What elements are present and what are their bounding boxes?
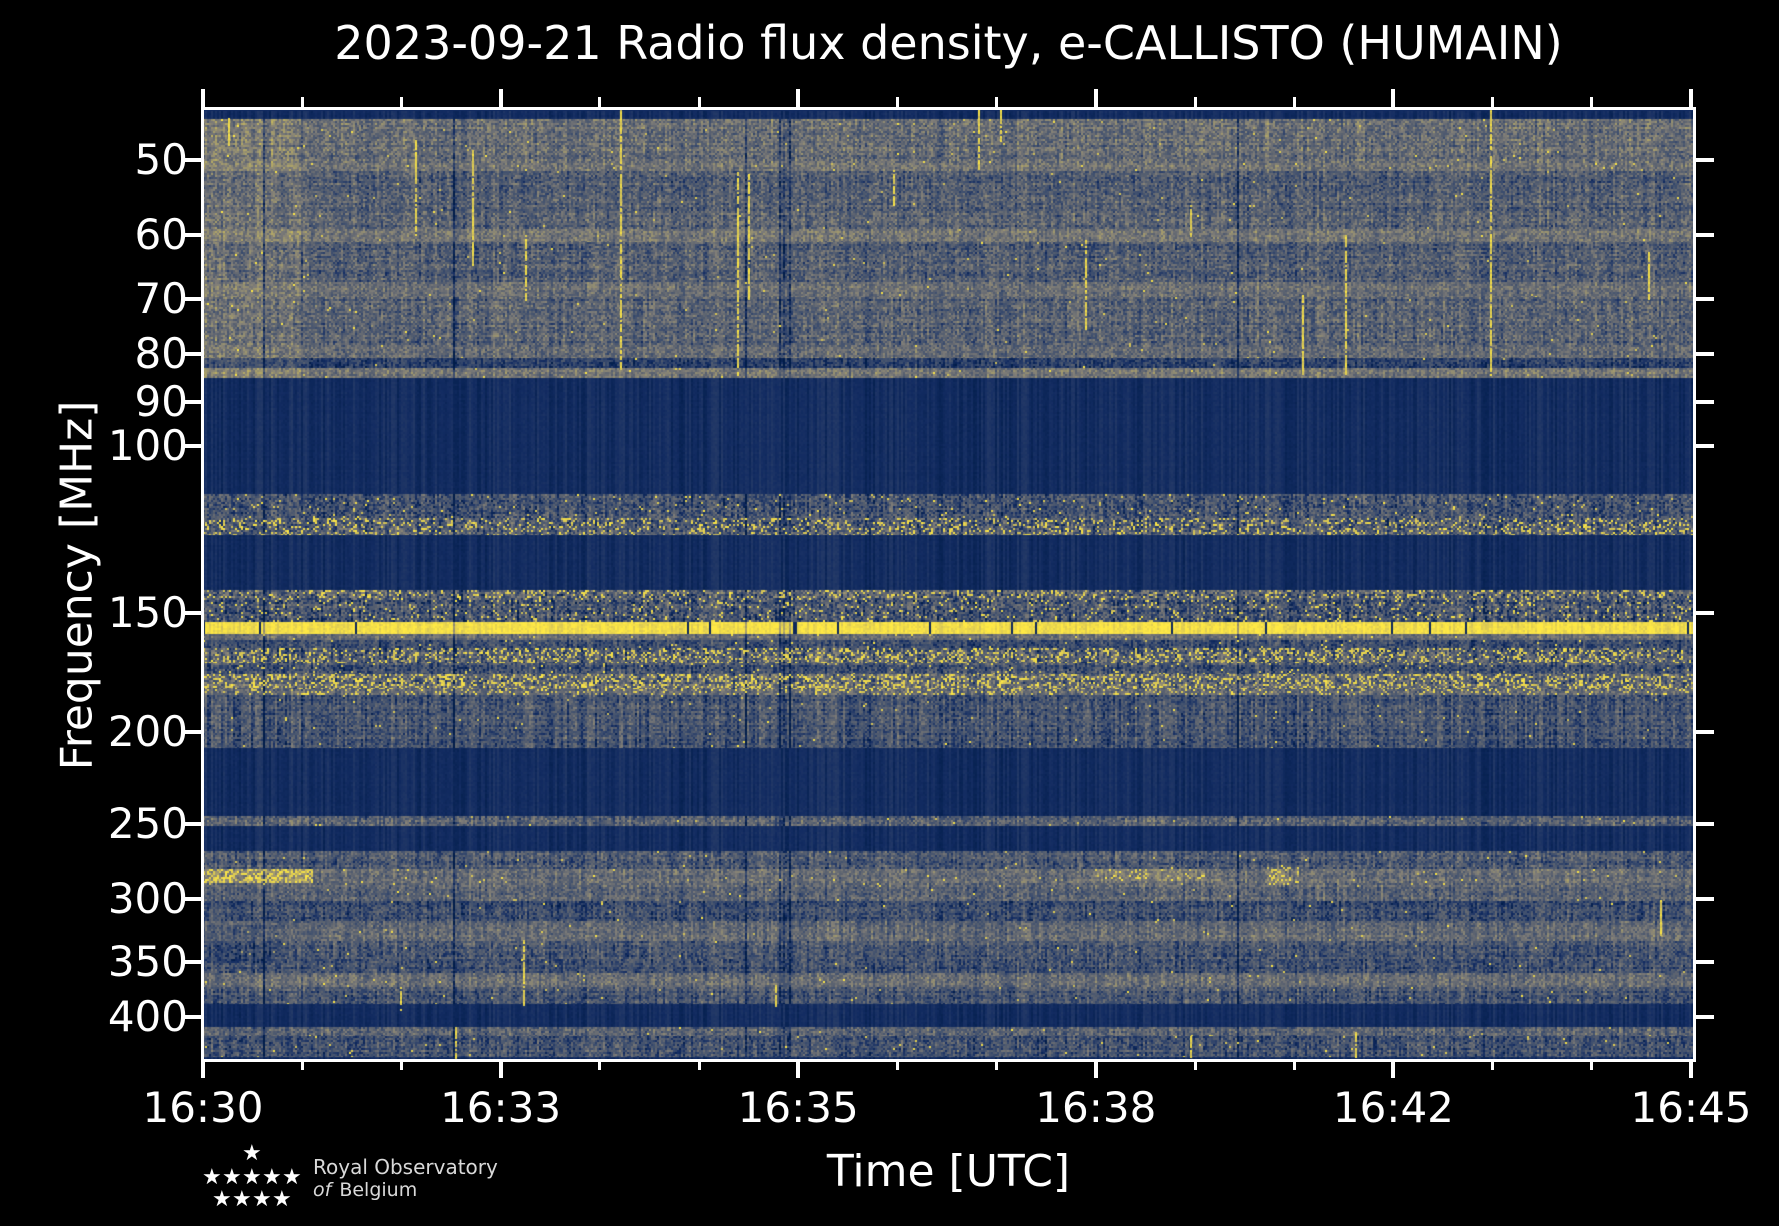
tick-mark bbox=[183, 1015, 201, 1020]
tick-mark bbox=[1193, 1060, 1197, 1070]
x-tick-label: 16:33 bbox=[440, 1083, 562, 1132]
page-title: 2023-09-21 Radio flux density, e-CALLIST… bbox=[334, 16, 1563, 70]
tick-mark bbox=[300, 1060, 304, 1070]
tick-mark bbox=[201, 1060, 205, 1078]
y-tick-label: 90 bbox=[134, 377, 188, 427]
tick-mark bbox=[399, 1060, 403, 1070]
tick-mark bbox=[1292, 97, 1296, 107]
star-icon: ★ bbox=[232, 1187, 252, 1212]
tick-mark bbox=[598, 97, 602, 107]
tick-mark bbox=[183, 400, 201, 405]
y-tick-label: 80 bbox=[134, 328, 188, 378]
tick-mark bbox=[183, 729, 201, 734]
tick-mark bbox=[1696, 233, 1714, 238]
tick-mark bbox=[1689, 1060, 1693, 1078]
tick-mark bbox=[183, 960, 201, 965]
tick-mark bbox=[895, 1060, 899, 1070]
y-tick-label: 350 bbox=[107, 937, 188, 987]
tick-mark bbox=[1391, 1060, 1396, 1078]
star-icon: ★ bbox=[252, 1187, 272, 1212]
y-tick-label: 70 bbox=[134, 273, 188, 323]
tick-mark bbox=[183, 896, 201, 901]
credit-text-line2: of Belgium bbox=[313, 1179, 417, 1201]
x-tick-label: 16:35 bbox=[737, 1083, 859, 1132]
rob-logo: ★ ★ ★ ★ ★ ★ ★ ★ ★ ★ Royal Observatory of Belgium bbox=[180, 1135, 540, 1220]
star-icon: ★ bbox=[242, 1141, 262, 1166]
tick-mark bbox=[995, 97, 999, 107]
x-axis-label: Time [UTC] bbox=[826, 1146, 1071, 1197]
tick-mark bbox=[183, 233, 201, 238]
tick-mark bbox=[1696, 1015, 1714, 1020]
tick-mark bbox=[1590, 97, 1594, 107]
star-icon: ★ bbox=[272, 1187, 292, 1212]
tick-mark bbox=[498, 1060, 503, 1078]
tick-mark bbox=[796, 89, 801, 107]
tick-mark bbox=[1696, 610, 1714, 615]
tick-mark bbox=[895, 97, 899, 107]
star-icon: ★ bbox=[262, 1165, 282, 1190]
y-tick-label: 150 bbox=[107, 587, 188, 637]
tick-mark bbox=[183, 443, 201, 448]
tick-mark bbox=[697, 97, 701, 107]
y-tick-label: 400 bbox=[107, 992, 188, 1042]
tick-mark bbox=[498, 89, 503, 107]
star-icon: ★ bbox=[222, 1165, 242, 1190]
tick-mark bbox=[1292, 1060, 1296, 1070]
tick-mark bbox=[1696, 443, 1714, 448]
star-icon: ★ bbox=[212, 1187, 232, 1212]
spectrogram-canvas bbox=[203, 109, 1694, 1060]
credit-belgium: Belgium bbox=[339, 1179, 418, 1201]
tick-mark bbox=[1689, 89, 1693, 107]
y-tick-label: 100 bbox=[107, 420, 188, 470]
star-icon: ★ bbox=[282, 1165, 302, 1190]
tick-mark bbox=[1193, 97, 1197, 107]
tick-mark bbox=[1696, 296, 1714, 301]
tick-mark bbox=[796, 1060, 801, 1078]
tick-mark bbox=[300, 97, 304, 107]
tick-mark bbox=[1696, 821, 1714, 826]
tick-mark bbox=[1093, 1060, 1098, 1078]
x-tick-label: 16:38 bbox=[1035, 1083, 1157, 1132]
x-tick-label: 16:30 bbox=[142, 1083, 264, 1132]
credit-of: of bbox=[313, 1179, 332, 1201]
tick-mark bbox=[598, 1060, 602, 1070]
tick-mark bbox=[183, 296, 201, 301]
tick-mark bbox=[183, 821, 201, 826]
tick-mark bbox=[697, 1060, 701, 1070]
x-tick-label: 16:42 bbox=[1332, 1083, 1454, 1132]
y-tick-label: 60 bbox=[134, 210, 188, 260]
tick-mark bbox=[183, 351, 201, 356]
tick-mark bbox=[1391, 89, 1396, 107]
y-tick-label: 300 bbox=[107, 873, 188, 923]
y-tick-label: 50 bbox=[134, 134, 188, 184]
tick-mark bbox=[1590, 1060, 1594, 1070]
tick-mark bbox=[1696, 351, 1714, 356]
tick-mark bbox=[1491, 97, 1495, 107]
y-tick-label: 250 bbox=[107, 798, 188, 848]
credit-text-line1: Royal Observatory bbox=[313, 1155, 498, 1179]
tick-mark bbox=[995, 1060, 999, 1070]
star-icon: ★ bbox=[202, 1165, 222, 1190]
tick-mark bbox=[399, 97, 403, 107]
y-tick-label: 200 bbox=[107, 706, 188, 756]
tick-mark bbox=[201, 89, 205, 107]
tick-mark bbox=[1696, 729, 1714, 734]
tick-mark bbox=[1696, 896, 1714, 901]
x-tick-label: 16:45 bbox=[1630, 1083, 1752, 1132]
tick-mark bbox=[1696, 960, 1714, 965]
tick-mark bbox=[1491, 1060, 1495, 1070]
tick-mark bbox=[183, 610, 201, 615]
tick-mark bbox=[1696, 157, 1714, 162]
tick-mark bbox=[1696, 400, 1714, 405]
tick-mark bbox=[1093, 89, 1098, 107]
tick-mark bbox=[183, 157, 201, 162]
star-icon: ★ bbox=[242, 1165, 262, 1190]
